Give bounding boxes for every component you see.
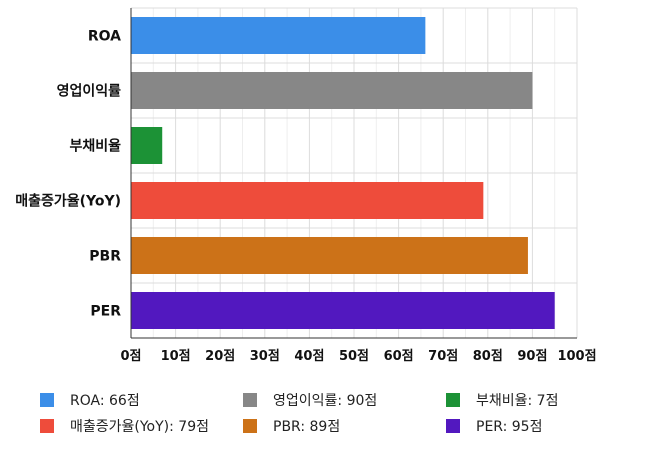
legend-item-per[interactable]: PER: 95점 xyxy=(446,416,636,436)
legend-swatch xyxy=(243,393,257,407)
bar[interactable] xyxy=(131,237,528,274)
x-tick-label: 0점 xyxy=(120,349,141,364)
legend-item-roa[interactable]: ROA: 66점 xyxy=(40,390,243,410)
x-tick-label: 50점 xyxy=(339,349,369,364)
axes xyxy=(130,8,577,339)
bars xyxy=(131,17,555,329)
legend-swatch xyxy=(446,419,460,433)
x-tick-label: 100점 xyxy=(557,349,596,364)
legend-item-debt-ratio[interactable]: 부채비율: 7점 xyxy=(446,390,636,410)
legend: ROA: 66점 영업이익률: 90점 부채비율: 7점 매출증가율(YoY):… xyxy=(40,390,640,436)
legend-label: 매출증가율(YoY): 79점 xyxy=(70,419,209,435)
bar[interactable] xyxy=(131,292,555,329)
x-tick-labels: 0점 10점 20점 30점 40점 50점 60점 70점 80점 90점 100점 xyxy=(120,349,596,364)
x-tick-label: 90점 xyxy=(517,349,547,364)
legend-item-operating-margin[interactable]: 영업이익률: 90점 xyxy=(243,390,446,410)
bar[interactable] xyxy=(131,72,533,109)
bar[interactable] xyxy=(131,127,163,164)
legend-item-pbr[interactable]: PBR: 89점 xyxy=(243,416,446,436)
x-tick-label: 10점 xyxy=(161,349,191,364)
grid-lines xyxy=(131,7,578,339)
x-tick-label: 80점 xyxy=(473,349,503,364)
category-label: ROA xyxy=(88,29,121,45)
legend-label: PER: 95점 xyxy=(476,419,543,435)
x-tick-label: 20점 xyxy=(205,349,235,364)
bar[interactable] xyxy=(131,182,484,219)
category-label: PBR xyxy=(89,249,121,265)
legend-item-sales-growth[interactable]: 매출증가율(YoY): 79점 xyxy=(40,416,243,436)
category-label: 매출증가율(YoY) xyxy=(15,193,121,210)
legend-swatch xyxy=(40,419,54,433)
category-label: 부채비율 xyxy=(69,138,121,155)
bar[interactable] xyxy=(131,17,426,54)
x-tick-label: 30점 xyxy=(250,349,280,364)
legend-swatch xyxy=(40,393,54,407)
category-label: 영업이익률 xyxy=(57,83,122,100)
x-tick-label: 70점 xyxy=(428,349,458,364)
legend-swatch xyxy=(446,393,460,407)
legend-label: ROA: 66점 xyxy=(70,393,140,409)
category-label: PER xyxy=(90,304,121,320)
x-tick-label: 60점 xyxy=(384,349,414,364)
legend-label: 부채비율: 7점 xyxy=(476,393,559,409)
legend-swatch xyxy=(243,419,257,433)
legend-label: PBR: 89점 xyxy=(273,419,341,435)
legend-label: 영업이익률: 90점 xyxy=(273,393,378,409)
x-tick-label: 40점 xyxy=(294,349,324,364)
